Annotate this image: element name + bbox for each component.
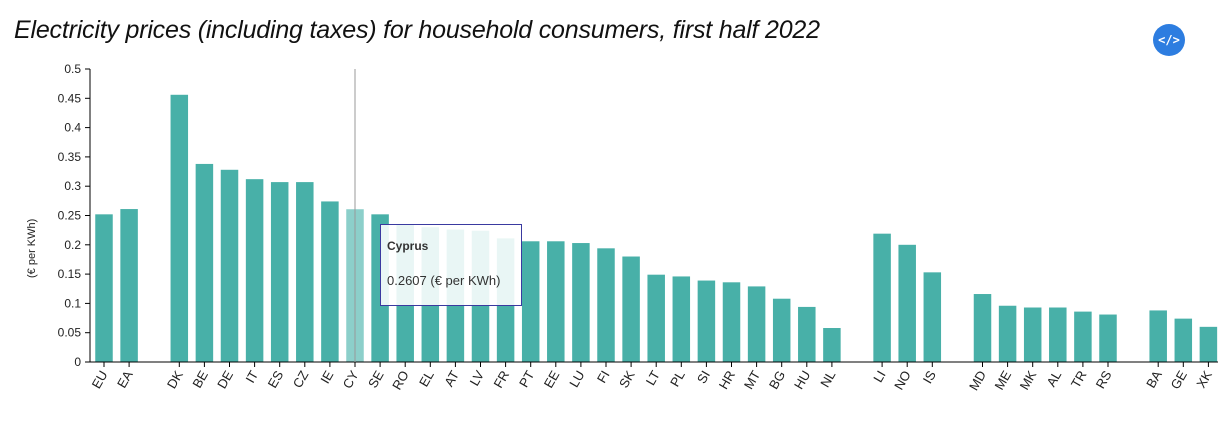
y-tick-label: 0.5 [64,62,81,76]
x-tick-label: SE [365,368,387,391]
x-tick-label: AT [441,368,462,389]
x-tick-label: SK [616,368,638,391]
y-tick-label: 0.1 [64,296,81,310]
x-tick-label: IS [920,368,939,386]
x-tick-label: RS [1093,368,1115,391]
x-tick-label: MD [966,368,989,393]
y-tick-label: 0.35 [58,150,82,164]
chart-title: Electricity prices (including taxes) for… [14,16,820,44]
bar-ee [547,241,565,362]
bar-ba [1149,310,1167,362]
bar-ea [120,209,138,362]
x-tick-label: TR [1068,368,1090,391]
y-tick-label: 0.05 [58,326,82,340]
x-tick-label: RO [389,368,412,392]
x-tick-label: PL [667,368,688,389]
bar-ge [1174,318,1193,362]
x-tick-label: MT [741,368,763,392]
x-tick-label: LV [467,368,488,389]
x-tick-label: BA [1143,368,1165,391]
x-tick-label: EE [541,368,563,391]
x-tick-label: LU [566,368,587,390]
bar-be [195,163,214,362]
bar-bg [772,298,791,362]
bar-me [998,305,1017,362]
x-tick-label: FI [594,368,613,386]
x-tick-label: HU [791,368,813,392]
bar-li [873,233,891,362]
tooltip-country-name: Cyprus [387,239,429,253]
x-tick-label: EA [114,368,136,391]
bar-lu [572,243,590,362]
x-tick-label: CY [340,368,362,391]
x-tick-label: BE [189,368,211,391]
bar-mt [747,286,766,362]
bar-ie [321,201,339,362]
x-tick-label: ES [265,368,287,391]
embed-code-button[interactable]: </> [1153,24,1185,56]
x-tick-label: FR [491,368,513,391]
y-tick-label: 0.15 [58,267,82,281]
bar-tr [1074,311,1092,362]
bar-al [1049,307,1067,362]
bar-pl [672,276,691,362]
bar-rs [1099,314,1117,362]
x-tick-label: EU [89,368,111,391]
x-tick-label: XK [1193,368,1215,391]
y-tick-label: 0.45 [58,91,82,105]
x-tick-label: BG [766,368,788,392]
x-tick-label: EL [416,368,437,389]
x-tick-label: GE [1168,368,1191,392]
bar-de [220,169,239,362]
x-tick-label: HR [716,368,738,392]
tooltip-value: 0.2607 (€ per KWh) [387,273,501,288]
x-tick-label: DK [164,368,186,391]
bar-pt [521,241,540,362]
bar-hu [798,306,816,362]
bar-it [245,179,264,362]
y-tick-label: 0.4 [64,121,81,135]
x-tick-label: LI [870,368,888,385]
x-tick-label: DE [214,368,236,391]
x-tick-label: NO [891,368,914,392]
y-tick-label: 0.3 [64,179,81,193]
bar-fi [597,248,615,362]
x-tick-label: LT [643,368,663,388]
bar-no [898,244,916,362]
bar-eu [95,214,113,362]
x-tick-label: MK [1017,368,1040,393]
y-tick-label: 0 [74,355,81,369]
x-tick-label: NL [817,368,838,390]
x-tick-label: IT [242,368,261,386]
bar-md [973,294,992,362]
bar-nl [823,328,841,362]
bar-is [923,272,942,362]
bar-es [270,182,289,362]
y-tick-label: 0.25 [58,209,82,223]
x-tick-label: IE [317,368,336,386]
bar-dk [170,94,189,362]
x-tick-label: CZ [290,368,312,391]
y-tick-label: 0.2 [64,238,81,252]
bar-xk [1199,326,1218,362]
x-tick-label: PT [516,368,537,390]
x-tick-label: ME [991,368,1014,393]
bar-hr [722,282,741,362]
bar-si [697,280,716,362]
bar-mk [1023,307,1042,362]
bar-sk [622,256,640,362]
bar-cz [296,182,314,362]
chart-tooltip: Cyprus 0.2607 (€ per KWh) [380,224,522,306]
x-tick-label: AL [1043,368,1064,389]
bar-lt [647,274,665,362]
x-tick-label: SI [694,368,713,386]
